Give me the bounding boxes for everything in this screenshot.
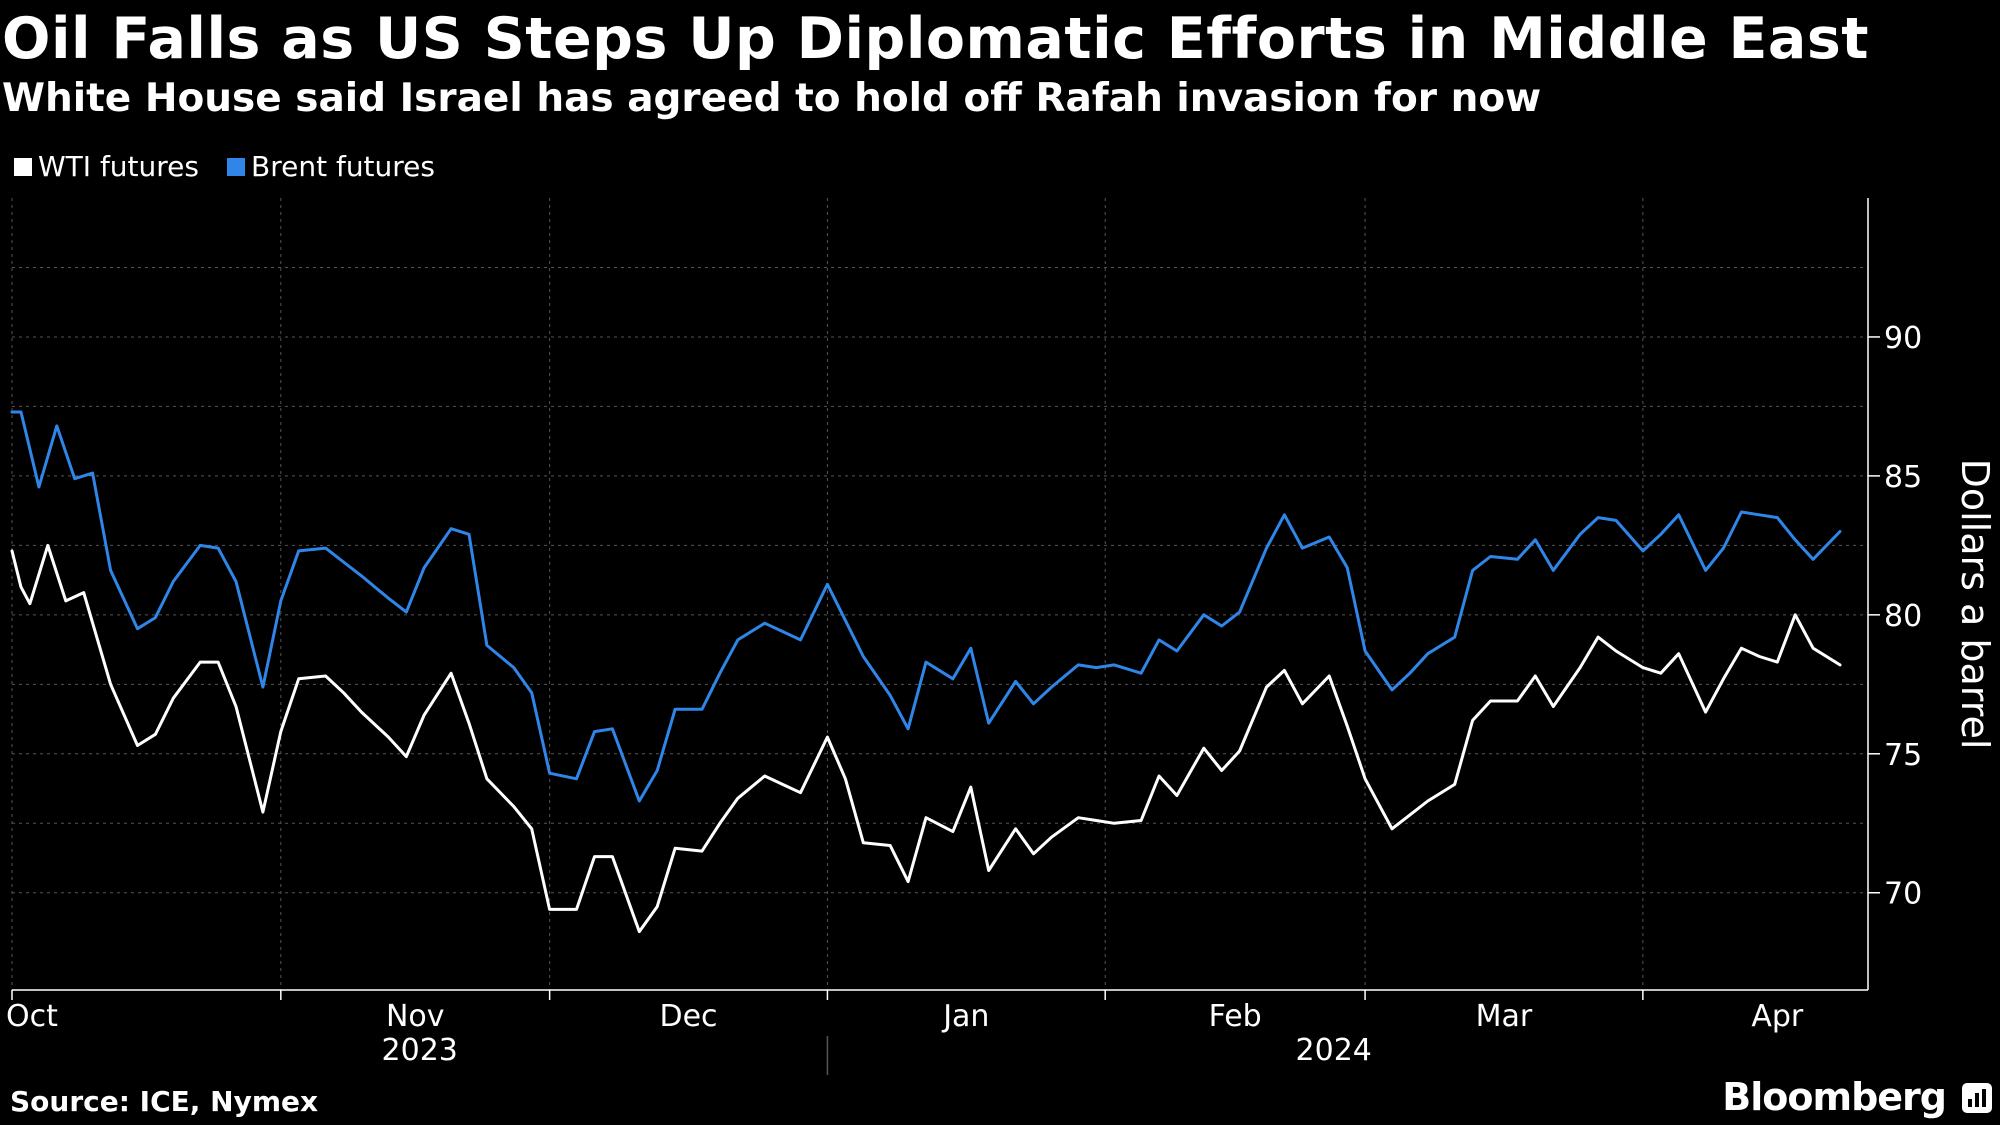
series-line-brent: [10, 410, 1842, 803]
bloomberg-logo: Bloomberg: [1722, 1075, 1947, 1119]
chart-title: Oil Falls as US Steps Up Diplomatic Effo…: [2, 6, 1870, 72]
chart-subtitle: White House said Israel has agreed to ho…: [2, 76, 1542, 121]
year-label: 2024: [1296, 1033, 1372, 1068]
y-axis-title: Dollars a barrel: [1953, 459, 1997, 750]
x-tick-label: Nov: [386, 999, 445, 1034]
chart-lines: [10, 410, 1842, 934]
legend-label-brent: Brent futures: [251, 150, 435, 183]
legend-swatch-wti: [14, 157, 32, 176]
x-tick-label: Feb: [1209, 999, 1262, 1034]
source-note: Source: ICE, Nymex: [10, 1085, 319, 1118]
legend-item-brent: Brent futures: [227, 150, 435, 183]
x-tick-label: Mar: [1476, 999, 1533, 1034]
legend: WTI futures Brent futures: [14, 150, 435, 183]
legend-label-wti: WTI futures: [38, 150, 199, 183]
x-tick-label: Jan: [941, 999, 989, 1034]
chart-axes: [11, 198, 1880, 1075]
legend-item-wti: WTI futures: [14, 150, 199, 183]
y-tick-label: 85: [1884, 460, 1922, 495]
legend-swatch-brent: [227, 157, 245, 176]
x-tick-label: Apr: [1751, 999, 1804, 1034]
chart-labels: 70 75 80 85 90 Dollars a barrel Oct Nov Dec Jan Fe…: [6, 321, 1997, 1068]
series-line-wti: [10, 543, 1842, 934]
y-tick-label: 75: [1884, 738, 1922, 773]
year-label: 2023: [382, 1033, 458, 1068]
bloomberg-chart-icon: [1962, 1083, 1992, 1113]
y-tick-label: 80: [1884, 599, 1922, 634]
x-tick-label: Oct: [6, 999, 58, 1034]
x-tick-label: Dec: [660, 999, 718, 1034]
chart-grid: [11, 198, 1868, 990]
y-tick-label: 70: [1884, 877, 1922, 912]
y-tick-label: 90: [1884, 321, 1922, 356]
